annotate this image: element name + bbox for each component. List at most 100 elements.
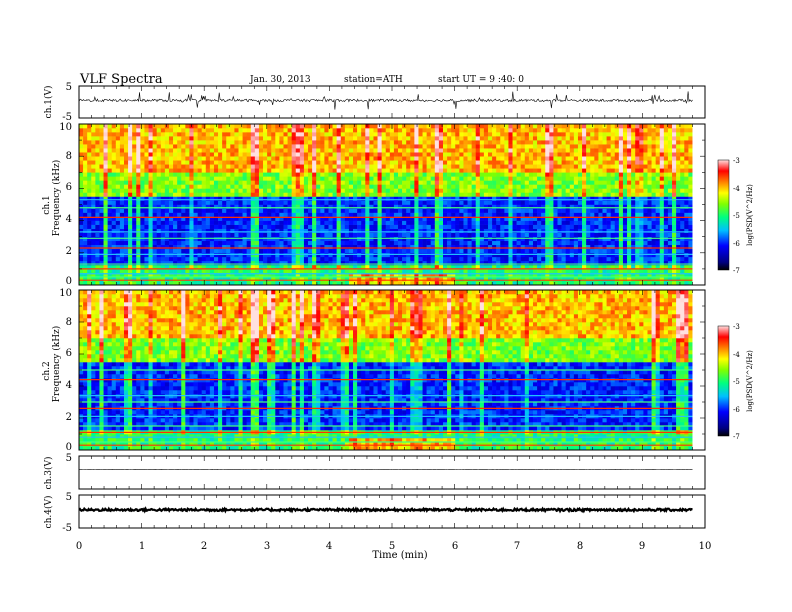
- spectrogram-cell: [373, 228, 378, 233]
- spectrogram-cell: [308, 152, 313, 157]
- spectrogram-cell: [492, 268, 497, 274]
- spectrogram-cell: [434, 200, 440, 205]
- spectrogram-cell: [528, 240, 534, 246]
- spectrogram-cell: [156, 256, 162, 262]
- spectrogram-cell: [520, 228, 526, 233]
- spectrogram-cell: [422, 216, 427, 221]
- spectrogram-cell: [430, 132, 436, 137]
- spectrogram-cell: [422, 272, 427, 278]
- spectrogram-cell: [123, 248, 129, 254]
- spectrogram-cell: [487, 124, 493, 129]
- spectrogram-cell: [91, 268, 96, 274]
- spectrogram-cell: [324, 260, 329, 266]
- spectrogram-cell: [451, 200, 456, 205]
- spectrogram-cell: [119, 156, 125, 161]
- spectrogram-cell: [218, 212, 223, 217]
- spectrogram-cell: [287, 248, 292, 254]
- spectrogram-cell: [516, 264, 522, 270]
- spectrogram-cell: [504, 260, 509, 266]
- spectrogram-cell: [492, 164, 497, 169]
- spectrogram-cell: [573, 180, 579, 185]
- spectrogram-cell: [389, 244, 395, 250]
- spectrogram-cell: [79, 188, 84, 193]
- spectrogram-cell: [132, 132, 137, 137]
- spectrogram-cell: [545, 200, 550, 205]
- spectrogram-cell: [303, 204, 309, 209]
- spectrogram-cell: [99, 224, 104, 229]
- spectrogram-cell: [451, 176, 456, 181]
- spectrogram-cell: [164, 128, 170, 133]
- spectrogram-cell: [496, 208, 501, 213]
- spectrogram-cell: [447, 132, 452, 137]
- spectrogram-cell: [287, 224, 292, 229]
- spectrogram-cell: [565, 208, 571, 213]
- spectrogram-cell: [483, 156, 489, 161]
- spectrogram-cell: [83, 220, 88, 225]
- spectrogram-cell: [168, 200, 174, 205]
- spectrogram-cell: [291, 132, 297, 137]
- spectrogram-cell: [185, 184, 190, 189]
- spectrogram-cell: [348, 276, 354, 282]
- spectrogram-cell: [541, 256, 546, 262]
- spectrogram-cell: [389, 220, 395, 225]
- spectrogram-cell: [398, 140, 403, 145]
- spectrogram-cell: [123, 224, 129, 229]
- spectrogram-cell: [291, 172, 297, 177]
- spectrogram-cell: [136, 148, 141, 153]
- spectrogram-cell: [111, 196, 117, 201]
- spectrogram-cell: [328, 172, 333, 177]
- spectrogram-cell: [430, 276, 436, 282]
- spectrogram-cell: [95, 228, 100, 233]
- spectrogram-cell: [287, 200, 292, 205]
- spectrogram-cell: [140, 232, 145, 238]
- spectrogram-cell: [353, 272, 358, 278]
- spectrogram-cell: [254, 164, 260, 169]
- spectrogram-cell: [189, 188, 194, 193]
- spectrogram-cell: [524, 188, 530, 193]
- spectrogram-cell: [369, 224, 374, 229]
- spectrogram-cell: [385, 224, 391, 229]
- spectrogram-cell: [377, 152, 382, 157]
- spectrogram-cell: [512, 140, 517, 145]
- spectrogram-cell: [553, 180, 558, 185]
- spectrogram-cell: [258, 276, 264, 282]
- spectrogram-cell: [565, 244, 571, 250]
- spectrogram-cell: [328, 208, 333, 213]
- spectrogram-cell: [365, 132, 370, 137]
- spectrogram-cell: [369, 196, 374, 201]
- spectrogram-cell: [128, 228, 133, 233]
- spectrogram-cell: [103, 256, 108, 262]
- spectrogram-cell: [242, 140, 247, 145]
- spectrogram-cell: [479, 184, 485, 189]
- spectrogram-cell: [483, 176, 489, 181]
- spectrogram-cell: [504, 136, 509, 141]
- spectrogram-cell: [99, 144, 104, 149]
- spectrogram-cell: [181, 184, 186, 189]
- spectrogram-cell: [275, 224, 280, 229]
- spectrogram-cell: [222, 180, 227, 185]
- spectrogram-cell: [328, 148, 333, 153]
- spectrogram-cell: [234, 244, 239, 250]
- spectrogram-cell: [295, 148, 301, 153]
- spectrogram-cell: [234, 260, 239, 266]
- spectrogram-cell: [164, 136, 170, 141]
- spectrogram-cell: [332, 180, 337, 185]
- spectrogram-cell: [332, 208, 337, 213]
- spectrogram-cell: [148, 132, 153, 137]
- spectrogram-cell: [438, 280, 444, 286]
- spectrogram-cell: [381, 224, 387, 229]
- spectrogram-cell: [557, 212, 562, 217]
- spectrogram-cell: [144, 164, 149, 169]
- spectrogram-cell: [541, 180, 546, 185]
- spectrogram-cell: [406, 136, 411, 141]
- spectrogram-cell: [528, 232, 534, 238]
- spectrogram-cell: [140, 124, 145, 129]
- spectrogram-cell: [181, 160, 186, 165]
- spectrogram-cell: [340, 164, 346, 169]
- spectrogram-cell: [83, 264, 88, 270]
- spectrogram-cell: [393, 132, 399, 137]
- spectrogram-cell: [377, 136, 382, 141]
- spectrogram-cell: [557, 152, 562, 157]
- spectrogram-cell: [471, 240, 477, 246]
- spectrogram-cell: [160, 156, 166, 161]
